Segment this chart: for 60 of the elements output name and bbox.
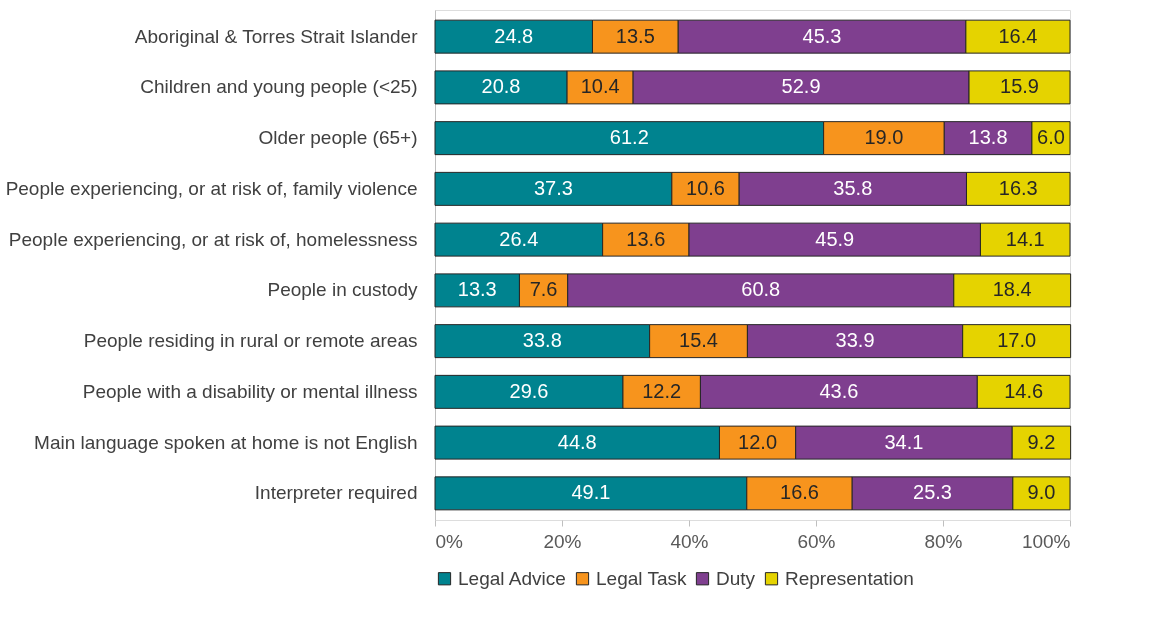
data-label: 9.2 xyxy=(1027,430,1056,453)
data-label: 24.8 xyxy=(494,24,534,47)
x-tick-label: 60% xyxy=(797,530,836,552)
x-tick-label: 0% xyxy=(435,530,464,552)
data-label: 15.4 xyxy=(679,329,718,352)
data-label: 33.9 xyxy=(835,329,875,352)
data-label: 10.4 xyxy=(580,75,620,98)
data-label: 35.8 xyxy=(833,176,873,199)
data-label: 12.2 xyxy=(642,379,682,402)
data-label: 10.6 xyxy=(686,176,725,199)
x-tick-label: 80% xyxy=(924,530,963,552)
y-tick-label: People experiencing, or at risk of, homelessness xyxy=(8,228,418,250)
data-label: 25.3 xyxy=(913,481,952,504)
data-label: 18.4 xyxy=(992,278,1032,301)
data-label: 13.6 xyxy=(626,227,666,250)
data-label: 60.8 xyxy=(741,278,781,301)
data-label: 19.0 xyxy=(864,126,904,149)
x-tick-label: 40% xyxy=(670,530,709,552)
data-label: 20.8 xyxy=(481,75,521,98)
y-tick-label: People in custody xyxy=(267,279,418,301)
y-tick-label: Older people (65+) xyxy=(258,127,418,149)
data-label: 14.1 xyxy=(1005,227,1045,250)
data-label: 15.9 xyxy=(1000,75,1039,98)
x-tick-label: 20% xyxy=(543,530,582,552)
legend-label: Legal Advice xyxy=(458,567,566,589)
data-label: 17.0 xyxy=(997,329,1037,352)
data-label: 13.5 xyxy=(615,24,655,47)
y-tick-label: People experiencing, or at risk of, family violence xyxy=(5,177,418,199)
data-label: 26.4 xyxy=(499,227,539,250)
data-label: 33.8 xyxy=(522,329,562,352)
data-label: 14.6 xyxy=(1004,379,1044,402)
data-label: 49.1 xyxy=(571,481,611,504)
data-label: 37.3 xyxy=(533,176,573,199)
data-label: 13.3 xyxy=(457,278,497,301)
y-tick-label: Children and young people (<25) xyxy=(140,76,418,98)
data-label: 61.2 xyxy=(609,126,649,149)
data-label: 45.9 xyxy=(815,227,855,250)
data-label: 9.0 xyxy=(1027,481,1056,504)
data-label: 34.1 xyxy=(884,430,924,453)
data-label: 16.3 xyxy=(998,176,1038,199)
data-label: 45.3 xyxy=(802,24,842,47)
data-label: 43.6 xyxy=(819,379,859,402)
data-label: 6.0 xyxy=(1037,126,1065,149)
data-label: 16.6 xyxy=(780,481,819,504)
x-tick-label: 100% xyxy=(1021,530,1071,552)
data-label: 12.0 xyxy=(738,430,778,453)
legend-label: Duty xyxy=(716,567,756,589)
data-label: 52.9 xyxy=(781,75,821,98)
data-label: 44.8 xyxy=(557,430,597,453)
y-tick-label: People with a disability or mental illness xyxy=(82,380,418,402)
data-label: 29.6 xyxy=(509,379,549,402)
data-label: 13.8 xyxy=(968,126,1008,149)
data-label: 7.6 xyxy=(529,278,558,301)
y-tick-label: Interpreter required xyxy=(254,482,418,504)
data-label: 16.4 xyxy=(998,24,1038,47)
y-tick-label: Main language spoken at home is not English xyxy=(34,431,418,453)
y-tick-label: Aboriginal & Torres Strait Islander xyxy=(134,25,419,47)
legend-label: Representation xyxy=(785,567,914,589)
legend-label: Legal Task xyxy=(596,567,687,589)
y-tick-label: People residing in rural or remote areas xyxy=(83,330,418,352)
